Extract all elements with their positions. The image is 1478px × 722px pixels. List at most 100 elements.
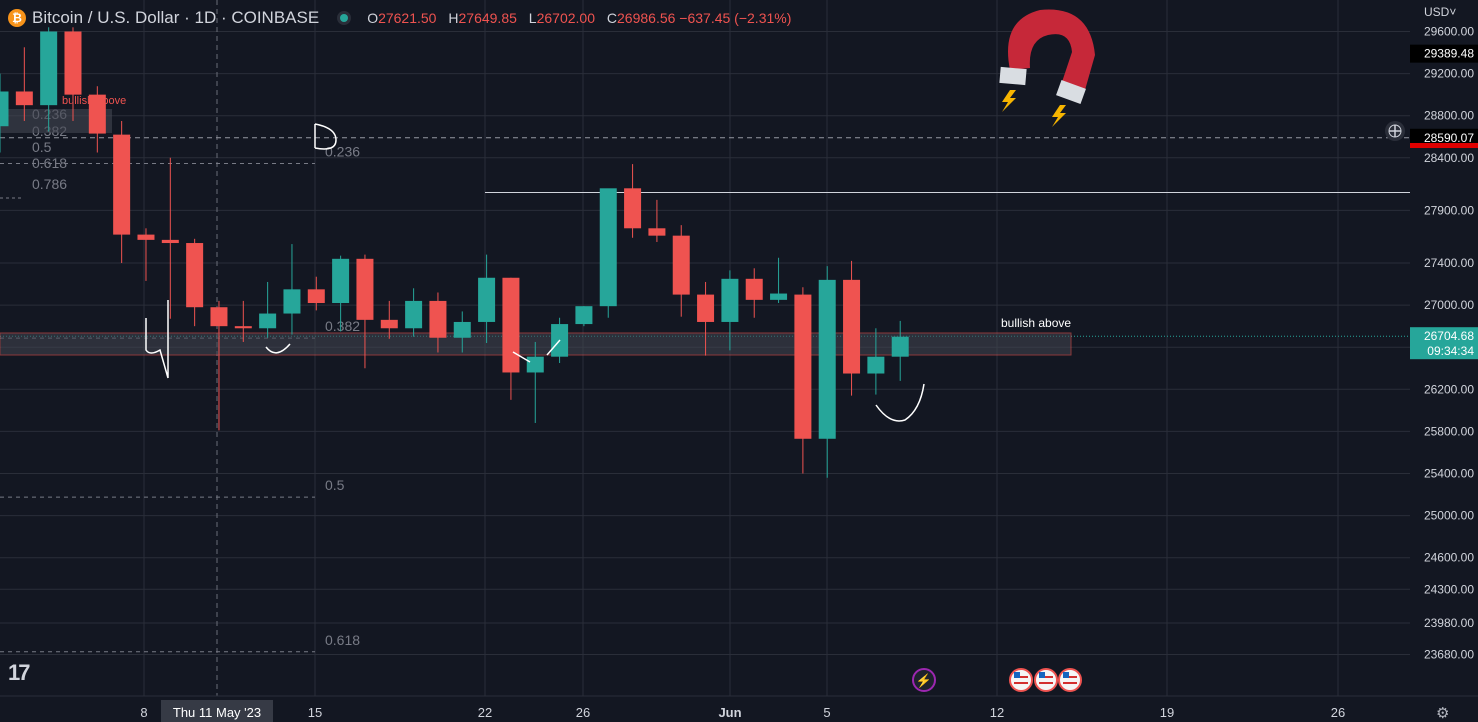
- candle-down: [15, 47, 33, 121]
- close-value: 26986.56 −637.45 (−2.31%): [617, 10, 792, 26]
- candle-body: [502, 277, 520, 373]
- candle-down: [502, 277, 520, 400]
- price-tick: 28400.00: [1424, 151, 1474, 165]
- price-label: 29389.48: [1424, 47, 1474, 61]
- candle-body: [259, 313, 277, 329]
- time-tick: 8: [140, 705, 147, 720]
- tradingview-logo[interactable]: 17: [8, 660, 31, 685]
- candle-body: [15, 91, 33, 106]
- flag-canton: [1014, 672, 1020, 678]
- event-icons[interactable]: ⚡: [912, 668, 1082, 692]
- candle-up: [818, 266, 836, 478]
- price-label-bg: [1410, 327, 1478, 360]
- currency-selector[interactable]: USD˅: [1424, 5, 1457, 19]
- gear-icon[interactable]: ⚙: [1436, 705, 1450, 722]
- candle-up: [575, 306, 593, 327]
- candle-body: [64, 31, 82, 95]
- price-label: 28590.07: [1424, 131, 1474, 145]
- candle-body: [672, 235, 690, 295]
- fib-left-label: 0.5: [32, 139, 52, 155]
- candle-body: [721, 278, 739, 322]
- time-tick: 22: [478, 705, 492, 720]
- candle-up: [599, 188, 617, 318]
- zone-label: bullish above: [1001, 316, 1071, 330]
- price-tick: 27400.00: [1424, 256, 1474, 270]
- candle-body: [405, 300, 423, 329]
- candle-up: [259, 281, 277, 338]
- magnet-tip-left: [999, 66, 1027, 86]
- candle-body: [210, 307, 228, 327]
- candle-down: [88, 86, 106, 153]
- candle-body: [624, 188, 642, 229]
- candle-down: [307, 276, 325, 311]
- candle-down: [745, 268, 763, 318]
- price-tick: 24300.00: [1424, 582, 1474, 596]
- candle-down: [210, 300, 228, 431]
- candle-up: [721, 270, 739, 351]
- candle-body: [745, 278, 763, 300]
- candle-down: [64, 27, 82, 121]
- candle-body: [770, 293, 788, 300]
- time-tick: 19: [1160, 705, 1174, 720]
- fib-label: 0.382: [325, 318, 360, 334]
- open-value: 27621.50: [378, 10, 437, 26]
- market-status-icon[interactable]: [337, 11, 352, 25]
- candle-down: [113, 120, 131, 264]
- magnet-tip-right: [1056, 80, 1086, 104]
- candle-body: [599, 188, 617, 307]
- flag-stripe: [1063, 682, 1077, 684]
- candle-body: [161, 239, 179, 244]
- candle-down: [648, 199, 666, 242]
- candle-up: [283, 244, 301, 335]
- fib-left-label: 0.786: [32, 176, 67, 192]
- time-tick: 5: [823, 705, 830, 720]
- candle-body: [283, 289, 301, 314]
- us-flag-icon: [1058, 668, 1082, 692]
- low-value: 26702.00: [536, 10, 595, 26]
- candle-body: [113, 134, 131, 235]
- flag-stripe: [1014, 682, 1028, 684]
- candle-body: [526, 356, 544, 373]
- drawing-curve: [265, 343, 291, 354]
- candle-body: [0, 91, 9, 127]
- flag-stripe: [1063, 676, 1077, 678]
- candle-body: [794, 294, 812, 439]
- us-flag-icon: [1034, 668, 1058, 692]
- candle-down: [794, 287, 812, 474]
- candle-up: [332, 255, 350, 332]
- alert-marker: [1410, 143, 1478, 148]
- price-tick: 25800.00: [1424, 424, 1474, 438]
- candle-body: [478, 277, 496, 322]
- candle-down: [161, 157, 179, 319]
- symbol-title[interactable]: Bitcoin / U.S. Dollar · 1D · COINBASE: [32, 8, 320, 27]
- candle-up: [526, 341, 544, 423]
- drawing-bracket: [145, 300, 169, 379]
- price-axis[interactable]: 29600.00 29200.00 28800.00 28400.00 27900.00…: [1385, 0, 1478, 696]
- fib-label: 0.236: [325, 143, 360, 159]
- time-tick: 15: [308, 705, 322, 720]
- flag-stripe: [1039, 682, 1053, 684]
- candle-down: [186, 238, 204, 327]
- lightning-icon: [1052, 105, 1066, 127]
- time-axis[interactable]: 8 Thu 11 May '23 15 22 26 Jun 5 12 19 26: [0, 695, 1478, 722]
- chart-header: ₿ Bitcoin / U.S. Dollar · 1D · COINBASE …: [0, 6, 799, 30]
- time-tick: Jun: [718, 705, 741, 720]
- candle-up: [770, 257, 788, 304]
- lightning-glyph: ⚡: [916, 673, 932, 689]
- candle-down: [137, 228, 155, 281]
- price-tick: 23680.00: [1424, 648, 1474, 662]
- price-tick: 28800.00: [1424, 109, 1474, 123]
- price-tick: 27000.00: [1424, 298, 1474, 312]
- flag-canton: [1039, 672, 1045, 678]
- price-tick: 25400.00: [1424, 467, 1474, 481]
- high-value: 27649.85: [458, 10, 517, 26]
- candle-body: [234, 326, 252, 329]
- candle-down: [429, 292, 447, 353]
- price-label-bg: [1410, 128, 1478, 147]
- flag-stripe: [1039, 676, 1053, 678]
- hand-drawings: [145, 123, 925, 422]
- drawing-ticks: [512, 339, 561, 363]
- candle-body: [697, 294, 715, 322]
- us-flag-icon: [1009, 668, 1033, 692]
